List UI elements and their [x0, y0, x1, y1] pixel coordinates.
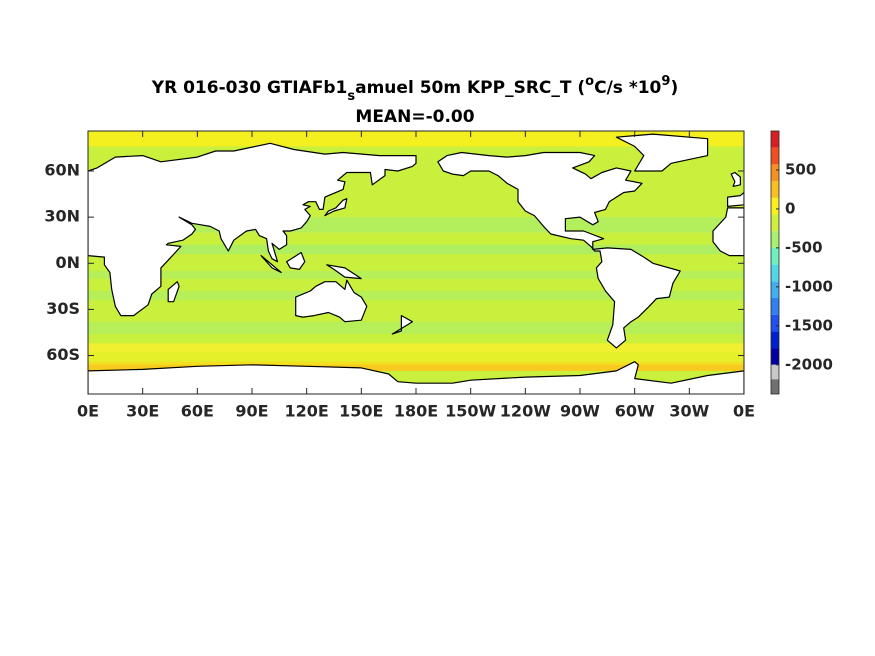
x-tick-label: 60W	[615, 402, 655, 421]
colorbar-under	[771, 379, 779, 394]
axes-layer: 0E 30E 60E 90E 120E 150E 180E 150W 120W 90W 60W 30W…	[44, 130, 833, 421]
colorbar-segment	[771, 164, 779, 182]
land	[730, 171, 742, 187]
colorbar-frame	[770, 130, 780, 395]
x-tick-label: 150W	[445, 402, 496, 421]
colorbar-tick-label: 0	[785, 199, 795, 217]
title-superscript: o	[585, 74, 594, 89]
land	[726, 191, 744, 207]
x-tick-label: 90W	[560, 402, 600, 421]
colorbar-tick-label: -1000	[785, 277, 833, 295]
colorbar-under	[771, 364, 779, 380]
colorbar-segment	[771, 197, 779, 215]
y-tick-label: 0N	[55, 253, 80, 272]
field-band	[88, 352, 744, 362]
land	[167, 281, 180, 303]
colorbar-segment	[771, 264, 779, 282]
land	[712, 207, 744, 257]
colorbar-tick-label: -500	[785, 238, 823, 256]
colorbar-segment	[771, 147, 779, 165]
chart-subtitle: MEAN=-0.00	[355, 107, 474, 127]
y-tick-label: 60S	[46, 345, 80, 364]
land	[295, 279, 368, 323]
title-subscript: s	[347, 89, 355, 104]
field-band	[88, 343, 744, 353]
colorbar-segment	[771, 247, 779, 265]
field-band	[88, 290, 744, 301]
map-layer	[88, 131, 744, 394]
y-tick-label: 30S	[46, 299, 80, 318]
colorbar-segment	[771, 131, 779, 148]
land	[324, 198, 348, 217]
x-tick-label: 60E	[181, 402, 214, 421]
colorbar-segment	[771, 314, 779, 332]
land	[260, 255, 282, 274]
colorbar-segment	[771, 348, 779, 365]
land	[615, 133, 709, 172]
x-tick-label: 90E	[235, 402, 268, 421]
title-part: amuel 50m KPP_SRC_T (	[355, 78, 585, 98]
colorbar-tick-label: -1500	[785, 316, 833, 334]
chart-title: YR 016-030 GTIAFb1samuel 50m KPP_SRC_T (…	[151, 74, 678, 104]
title-part: YR 016-030 GTIAFb1	[151, 78, 348, 98]
y-tick-label: 30N	[44, 207, 80, 226]
colorbar-segment	[771, 297, 779, 315]
x-tick-label: 0E	[77, 402, 99, 421]
x-tick-label: 150E	[339, 402, 383, 421]
x-tick-label: 30E	[126, 402, 159, 421]
colorbar-tick-label: 500	[785, 160, 816, 178]
land	[391, 315, 413, 335]
title-part: )	[670, 78, 678, 98]
colorbar-tick-label: -2000	[785, 355, 833, 373]
field-band	[88, 270, 744, 279]
y-tick-label: 60N	[44, 160, 80, 179]
land	[88, 361, 744, 394]
colorbar-segment	[771, 181, 779, 198]
field-band	[88, 364, 744, 371]
colorbar-segment	[771, 281, 779, 298]
x-tick-label: 180E	[394, 402, 438, 421]
colorbar-segment	[771, 231, 779, 248]
field-band	[88, 244, 744, 255]
land	[326, 264, 362, 280]
land	[286, 251, 306, 270]
colorbar-segment	[771, 214, 779, 232]
land	[88, 142, 417, 317]
colorbar-segment	[771, 331, 779, 349]
x-tick-label: 120W	[500, 402, 551, 421]
x-tick-label: 30W	[669, 402, 709, 421]
land	[437, 151, 681, 349]
field-band	[88, 321, 744, 335]
title-superscript: 9	[661, 74, 670, 89]
x-tick-label: 0E	[733, 402, 755, 421]
title-part: C/s *10	[594, 78, 661, 98]
x-tick-label: 120E	[285, 402, 329, 421]
